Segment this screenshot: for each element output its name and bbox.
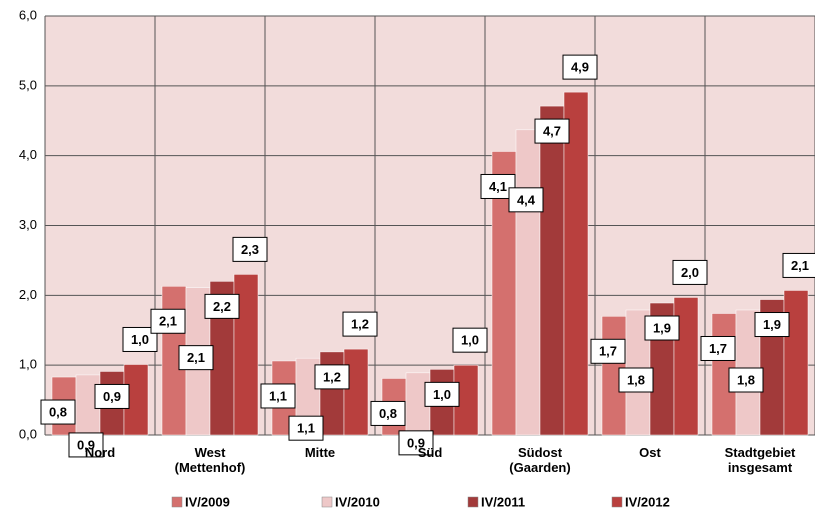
data-label: 2,1 <box>187 350 205 365</box>
x-tick-label: Stadtgebiet insgesamt <box>724 445 796 475</box>
legend-swatch <box>171 496 183 508</box>
data-label: 1,0 <box>461 333 479 348</box>
data-label-box <box>672 259 708 285</box>
data-label-box <box>534 118 570 144</box>
data-label-box <box>644 315 680 341</box>
y-tick-label: 2,0 <box>19 287 37 302</box>
x-tick-label: Süd <box>417 445 443 460</box>
data-label-box <box>370 400 406 426</box>
data-label-box <box>68 432 104 458</box>
data-label: 0,8 <box>379 406 397 421</box>
data-label-box <box>342 311 378 337</box>
data-label: 1,8 <box>627 372 645 387</box>
data-label: 1,0 <box>131 332 149 347</box>
data-label-box <box>204 293 240 319</box>
x-tick-label: Mitte <box>304 445 336 460</box>
y-tick-label: 5,0 <box>19 77 37 92</box>
y-tick-label: 1,0 <box>19 357 37 372</box>
data-label-box <box>618 367 654 393</box>
data-label-box <box>178 345 214 371</box>
data-label: 1,2 <box>323 369 341 384</box>
data-label-box <box>424 381 460 407</box>
bar <box>515 129 541 436</box>
data-label-box <box>728 367 764 393</box>
data-label: 1,1 <box>297 421 315 436</box>
data-label: 2,2 <box>213 299 231 314</box>
data-label: 1,9 <box>763 317 781 332</box>
data-label-box <box>562 54 598 80</box>
data-label-box <box>40 399 76 425</box>
bar <box>539 105 565 436</box>
y-tick-label: 0,0 <box>19 426 37 441</box>
y-tick-label: 6,0 <box>19 7 37 22</box>
x-tick-label: Ost <box>639 445 661 460</box>
data-label: 0,9 <box>103 389 121 404</box>
data-label: 2,3 <box>241 242 259 257</box>
data-label: 2,0 <box>681 265 699 280</box>
data-label-box <box>398 430 434 456</box>
data-label: 1,2 <box>351 317 369 332</box>
data-label: 1,8 <box>737 372 755 387</box>
data-label: 1,0 <box>433 387 451 402</box>
data-label: 0,9 <box>407 435 425 450</box>
data-label: 0,9 <box>77 437 95 452</box>
legend-swatch <box>467 496 479 508</box>
data-label: 4,4 <box>517 192 536 207</box>
data-label-box <box>590 338 626 364</box>
x-tick-label: Südost (Gaarden) <box>509 445 571 475</box>
data-label-box <box>260 383 296 409</box>
x-tick-label: West (Mettenhof) <box>174 445 246 475</box>
data-label: 1,9 <box>653 320 671 335</box>
data-label-box <box>700 335 736 361</box>
y-tick-label: 3,0 <box>19 217 37 232</box>
data-label: 2,1 <box>159 314 177 329</box>
data-label-box <box>314 364 350 390</box>
x-tick-label: Nord <box>84 445 116 460</box>
data-label: 4,7 <box>543 124 561 139</box>
bar <box>563 91 589 436</box>
legend-label: IV/2010 <box>335 494 380 509</box>
legend-label: IV/2011 <box>481 494 525 509</box>
data-label-box <box>232 236 268 262</box>
bar <box>343 348 369 436</box>
data-label-box <box>150 308 186 334</box>
data-label: 1,7 <box>599 344 617 359</box>
bar <box>319 351 345 436</box>
data-label: 2,1 <box>791 258 809 273</box>
data-label: 1,1 <box>269 388 287 403</box>
data-label: 0,8 <box>49 404 67 419</box>
data-label: 4,9 <box>571 60 589 75</box>
data-label: 4,1 <box>489 179 507 194</box>
y-tick-label: 4,0 <box>19 147 37 162</box>
data-label-box <box>94 383 130 409</box>
data-label-box <box>288 415 324 441</box>
legend-label: IV/2012 <box>625 494 670 509</box>
data-label-box <box>754 312 790 338</box>
legend-label: IV/2009 <box>185 494 230 509</box>
data-label-box <box>508 187 544 213</box>
data-label-box <box>452 327 488 353</box>
legend-swatch <box>321 496 333 508</box>
data-label: 1,7 <box>709 341 727 356</box>
data-label-box <box>782 252 815 278</box>
legend-swatch <box>611 496 623 508</box>
